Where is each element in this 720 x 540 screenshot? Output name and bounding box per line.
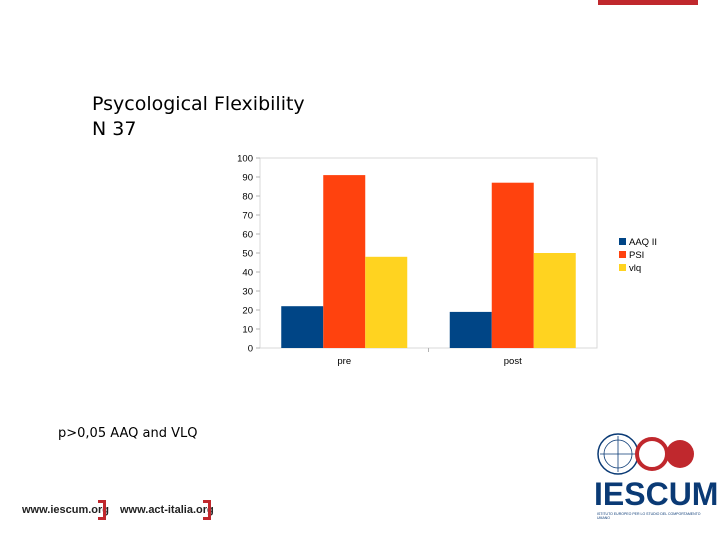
y-tick-label: 20 [242, 306, 253, 317]
logo-emblem-icon [597, 433, 694, 475]
y-tick-label: 50 [242, 249, 253, 260]
significance-note: p>0,05 AAQ and VLQ [58, 426, 198, 441]
bar-vlq [533, 253, 576, 348]
y-tick-label: 0 [248, 344, 253, 355]
slide-title: Psycological Flexibility N 37 [92, 92, 305, 142]
bar-psi [323, 175, 366, 348]
bar-vlq [365, 256, 408, 348]
x-tick-label: post [504, 356, 522, 367]
title-line-1: Psycological Flexibility [92, 93, 305, 115]
footer-link-iescum[interactable]: www.iescum.org [22, 504, 110, 516]
logo-subtitle: ISTITUTO EUROPEO PER LO STUDIO DEL COMPO… [597, 512, 701, 520]
legend-swatch [619, 264, 626, 271]
y-tick-label: 70 [242, 211, 253, 222]
y-tick-label: 80 [242, 192, 253, 203]
legend-label: vlq [629, 263, 641, 274]
y-tick-label: 60 [242, 230, 253, 241]
logo-wordmark: IESCUM [594, 476, 719, 512]
y-tick-label: 30 [242, 287, 253, 298]
bar-psi [491, 182, 534, 348]
y-tick-label: 40 [242, 268, 253, 279]
x-tick-label: pre [337, 356, 351, 367]
bracket-icon [203, 500, 211, 520]
bar-aaq-ii [281, 306, 324, 348]
y-tick-label: 90 [242, 173, 253, 184]
bar-aaq-ii [449, 311, 492, 348]
y-tick-label: 10 [242, 325, 253, 336]
top-accent-bar [598, 0, 698, 5]
bar-chart: 0 10 20 30 40 50 60 70 80 90 100 pre post AAQ II PSI vl… [237, 154, 657, 368]
legend-label: AAQ II [629, 237, 657, 248]
footer-link-act-italia[interactable]: www.act-italia.org [120, 504, 214, 516]
legend-swatch [619, 251, 626, 258]
bracket-icon [98, 500, 106, 520]
legend-label: PSI [629, 250, 644, 261]
y-tick-label: 100 [237, 154, 253, 165]
legend-swatch [619, 238, 626, 245]
title-line-2: N 37 [92, 118, 137, 140]
